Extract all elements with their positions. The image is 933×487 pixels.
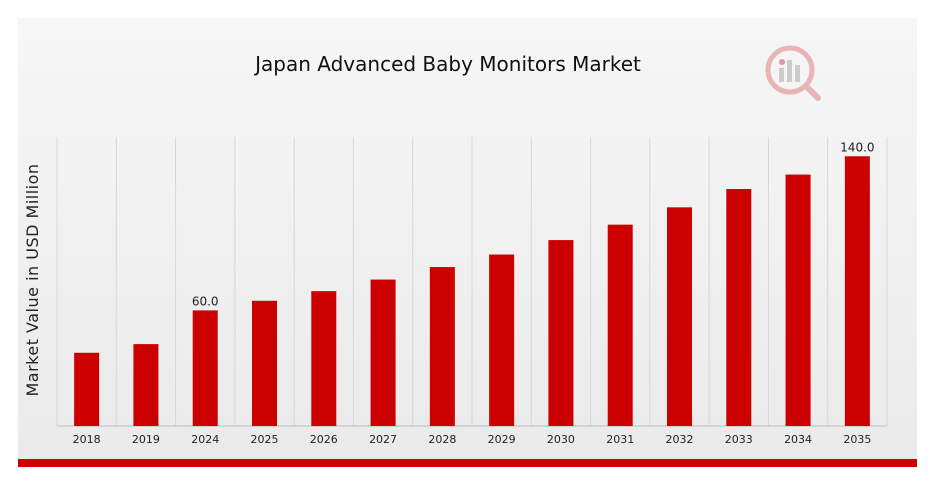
x-tick-2033: 2033 (725, 433, 753, 446)
x-tick-labels: 2018 2019 2024 2025 2026 2027 2028 2029 2030 2031… (73, 433, 872, 446)
x-tick-2035: 2035 (843, 433, 871, 446)
x-tick-2027: 2027 (369, 433, 397, 446)
bar-2028 (429, 267, 455, 426)
x-tick-2019: 2019 (132, 433, 160, 446)
chart-card (18, 18, 917, 463)
bar-2025 (252, 300, 277, 426)
bars (74, 156, 870, 426)
x-tick-2034: 2034 (784, 433, 812, 446)
x-tick-2032: 2032 (666, 433, 694, 446)
logo-icon (765, 45, 821, 101)
gridlines (56, 137, 888, 426)
bar-2026 (311, 291, 337, 426)
x-tick-2028: 2028 (428, 433, 456, 446)
data-label-2024: 60.0 (192, 294, 219, 308)
chart-title: Japan Advanced Baby Monitors Market (253, 52, 641, 76)
bar-2024 (192, 310, 218, 426)
bar-2030 (548, 240, 574, 426)
x-tick-2029: 2029 (488, 433, 516, 446)
data-label-2035: 140.0 (840, 140, 874, 154)
bar-2034 (785, 174, 811, 426)
bottom-accent-bar (18, 459, 917, 467)
data-labels: 60.0 140.0 (192, 140, 875, 308)
x-tick-2024: 2024 (191, 433, 219, 446)
x-tick-2026: 2026 (310, 433, 338, 446)
y-axis-label: Market Value in USD Million (23, 163, 42, 396)
bar-2032 (667, 207, 692, 426)
bar-2027 (370, 279, 396, 426)
bar-2029 (489, 254, 515, 426)
x-tick-2018: 2018 (73, 433, 101, 446)
x-tick-2025: 2025 (251, 433, 279, 446)
bar-2031 (607, 224, 633, 426)
x-tick-2031: 2031 (606, 433, 634, 446)
bar-2035 (844, 156, 870, 426)
bar-2033 (726, 189, 752, 426)
x-tick-2030: 2030 (547, 433, 575, 446)
bar-2018 (74, 352, 100, 426)
bar-2019 (133, 344, 159, 426)
